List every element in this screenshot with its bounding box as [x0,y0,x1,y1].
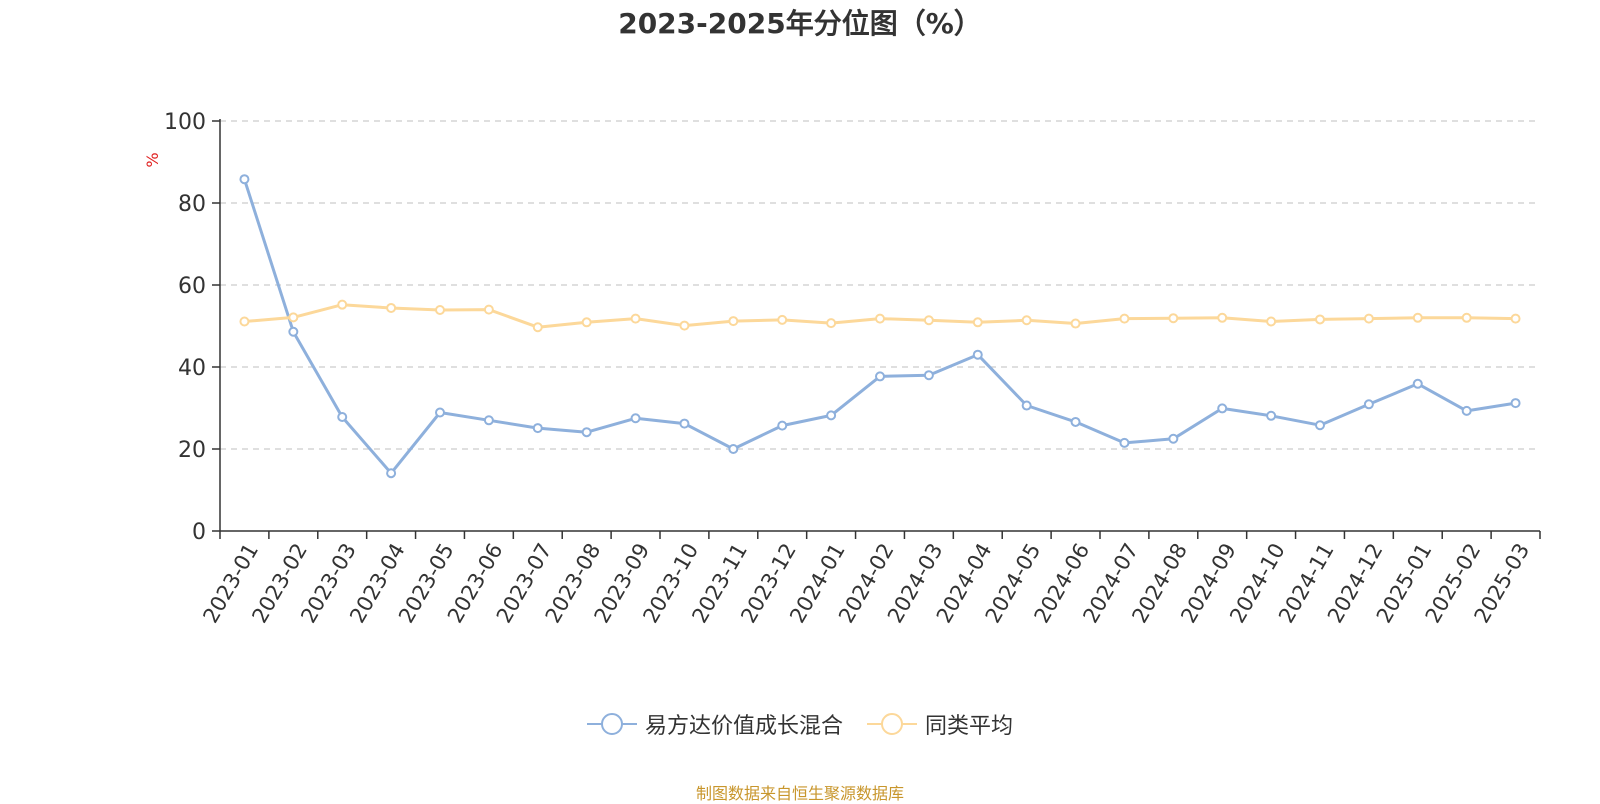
series-point-1 [532,322,543,333]
series-point-1 [581,317,592,328]
series-point-1 [1217,312,1228,323]
series-point-1 [1021,315,1032,326]
series-point-0 [630,413,641,424]
series-point-1 [679,320,690,331]
series-point-0 [1510,398,1521,409]
axes: 0204060801002023-012023-022023-032023-04… [164,110,1541,627]
series-point-0 [435,407,445,418]
series-point-0 [386,468,397,479]
legend-item-fund[interactable]: 易方达价值成长混合 [586,708,843,740]
series-point-1 [1510,313,1521,324]
series-point-0 [288,326,299,337]
legend-marker-average [867,713,917,735]
series-point-1 [1070,318,1081,329]
series-point-1 [1363,313,1374,324]
series-point-0 [1412,378,1423,389]
chart-title: 2023-2025年分位图（%） [618,7,982,40]
grid-lines [220,120,1540,450]
series [239,174,1521,479]
series-point-1 [1119,313,1130,324]
y-tick-label: 60 [178,274,206,299]
series-point-0 [1315,420,1325,431]
series-point-1 [239,316,250,327]
series-point-0 [1021,400,1032,411]
series-point-1 [972,317,983,328]
legend-label-average: 同类平均 [925,714,1014,739]
series-point-1 [1168,313,1179,324]
series-point-0 [1070,416,1081,427]
legend: 易方达价值成长混合 同类平均 [0,708,1600,740]
series-point-1 [923,315,934,326]
series-point-1 [826,318,837,329]
series-point-0 [777,420,788,431]
series-point-1 [728,316,739,327]
series-line-0 [242,178,1516,475]
series-point-0 [532,423,543,434]
series-point-1 [1412,312,1423,323]
series-point-0 [239,174,250,185]
y-tick-label: 0 [192,520,206,545]
series-point-1 [1461,312,1472,323]
series-point-1 [337,299,348,310]
y-tick-label: 80 [178,192,206,217]
series-point-1 [483,304,494,315]
legend-item-average[interactable]: 同类平均 [867,708,1013,740]
series-point-0 [1363,399,1374,410]
series-point-1 [875,313,885,324]
series-point-0 [483,415,494,426]
series-point-0 [1168,433,1179,444]
y-tick-label: 20 [178,438,206,463]
series-point-1 [777,314,788,325]
series-point-0 [1266,410,1277,421]
series-point-0 [1119,437,1130,448]
series-point-1 [288,312,299,323]
legend-marker-fund [586,713,637,735]
source-note: 制图数据来自恒生聚源数据库 [695,784,904,803]
series-point-0 [1461,405,1472,416]
series-point-0 [1217,403,1228,414]
series-point-0 [923,370,934,381]
series-point-0 [679,418,690,429]
series-point-1 [386,302,397,313]
y-axis-label: % [143,152,162,167]
series-point-0 [972,349,983,360]
series-point-1 [1315,314,1325,325]
series-point-0 [875,371,885,382]
y-tick-label: 100 [164,110,206,135]
series-point-1 [435,305,445,316]
series-point-1 [630,313,641,324]
series-point-0 [337,412,348,423]
legend-label-fund: 易方达价值成长混合 [644,714,843,739]
series-point-0 [581,427,592,438]
series-point-1 [1266,316,1277,327]
series-point-0 [826,410,837,421]
y-tick-label: 40 [178,356,206,381]
series-point-0 [728,444,739,454]
